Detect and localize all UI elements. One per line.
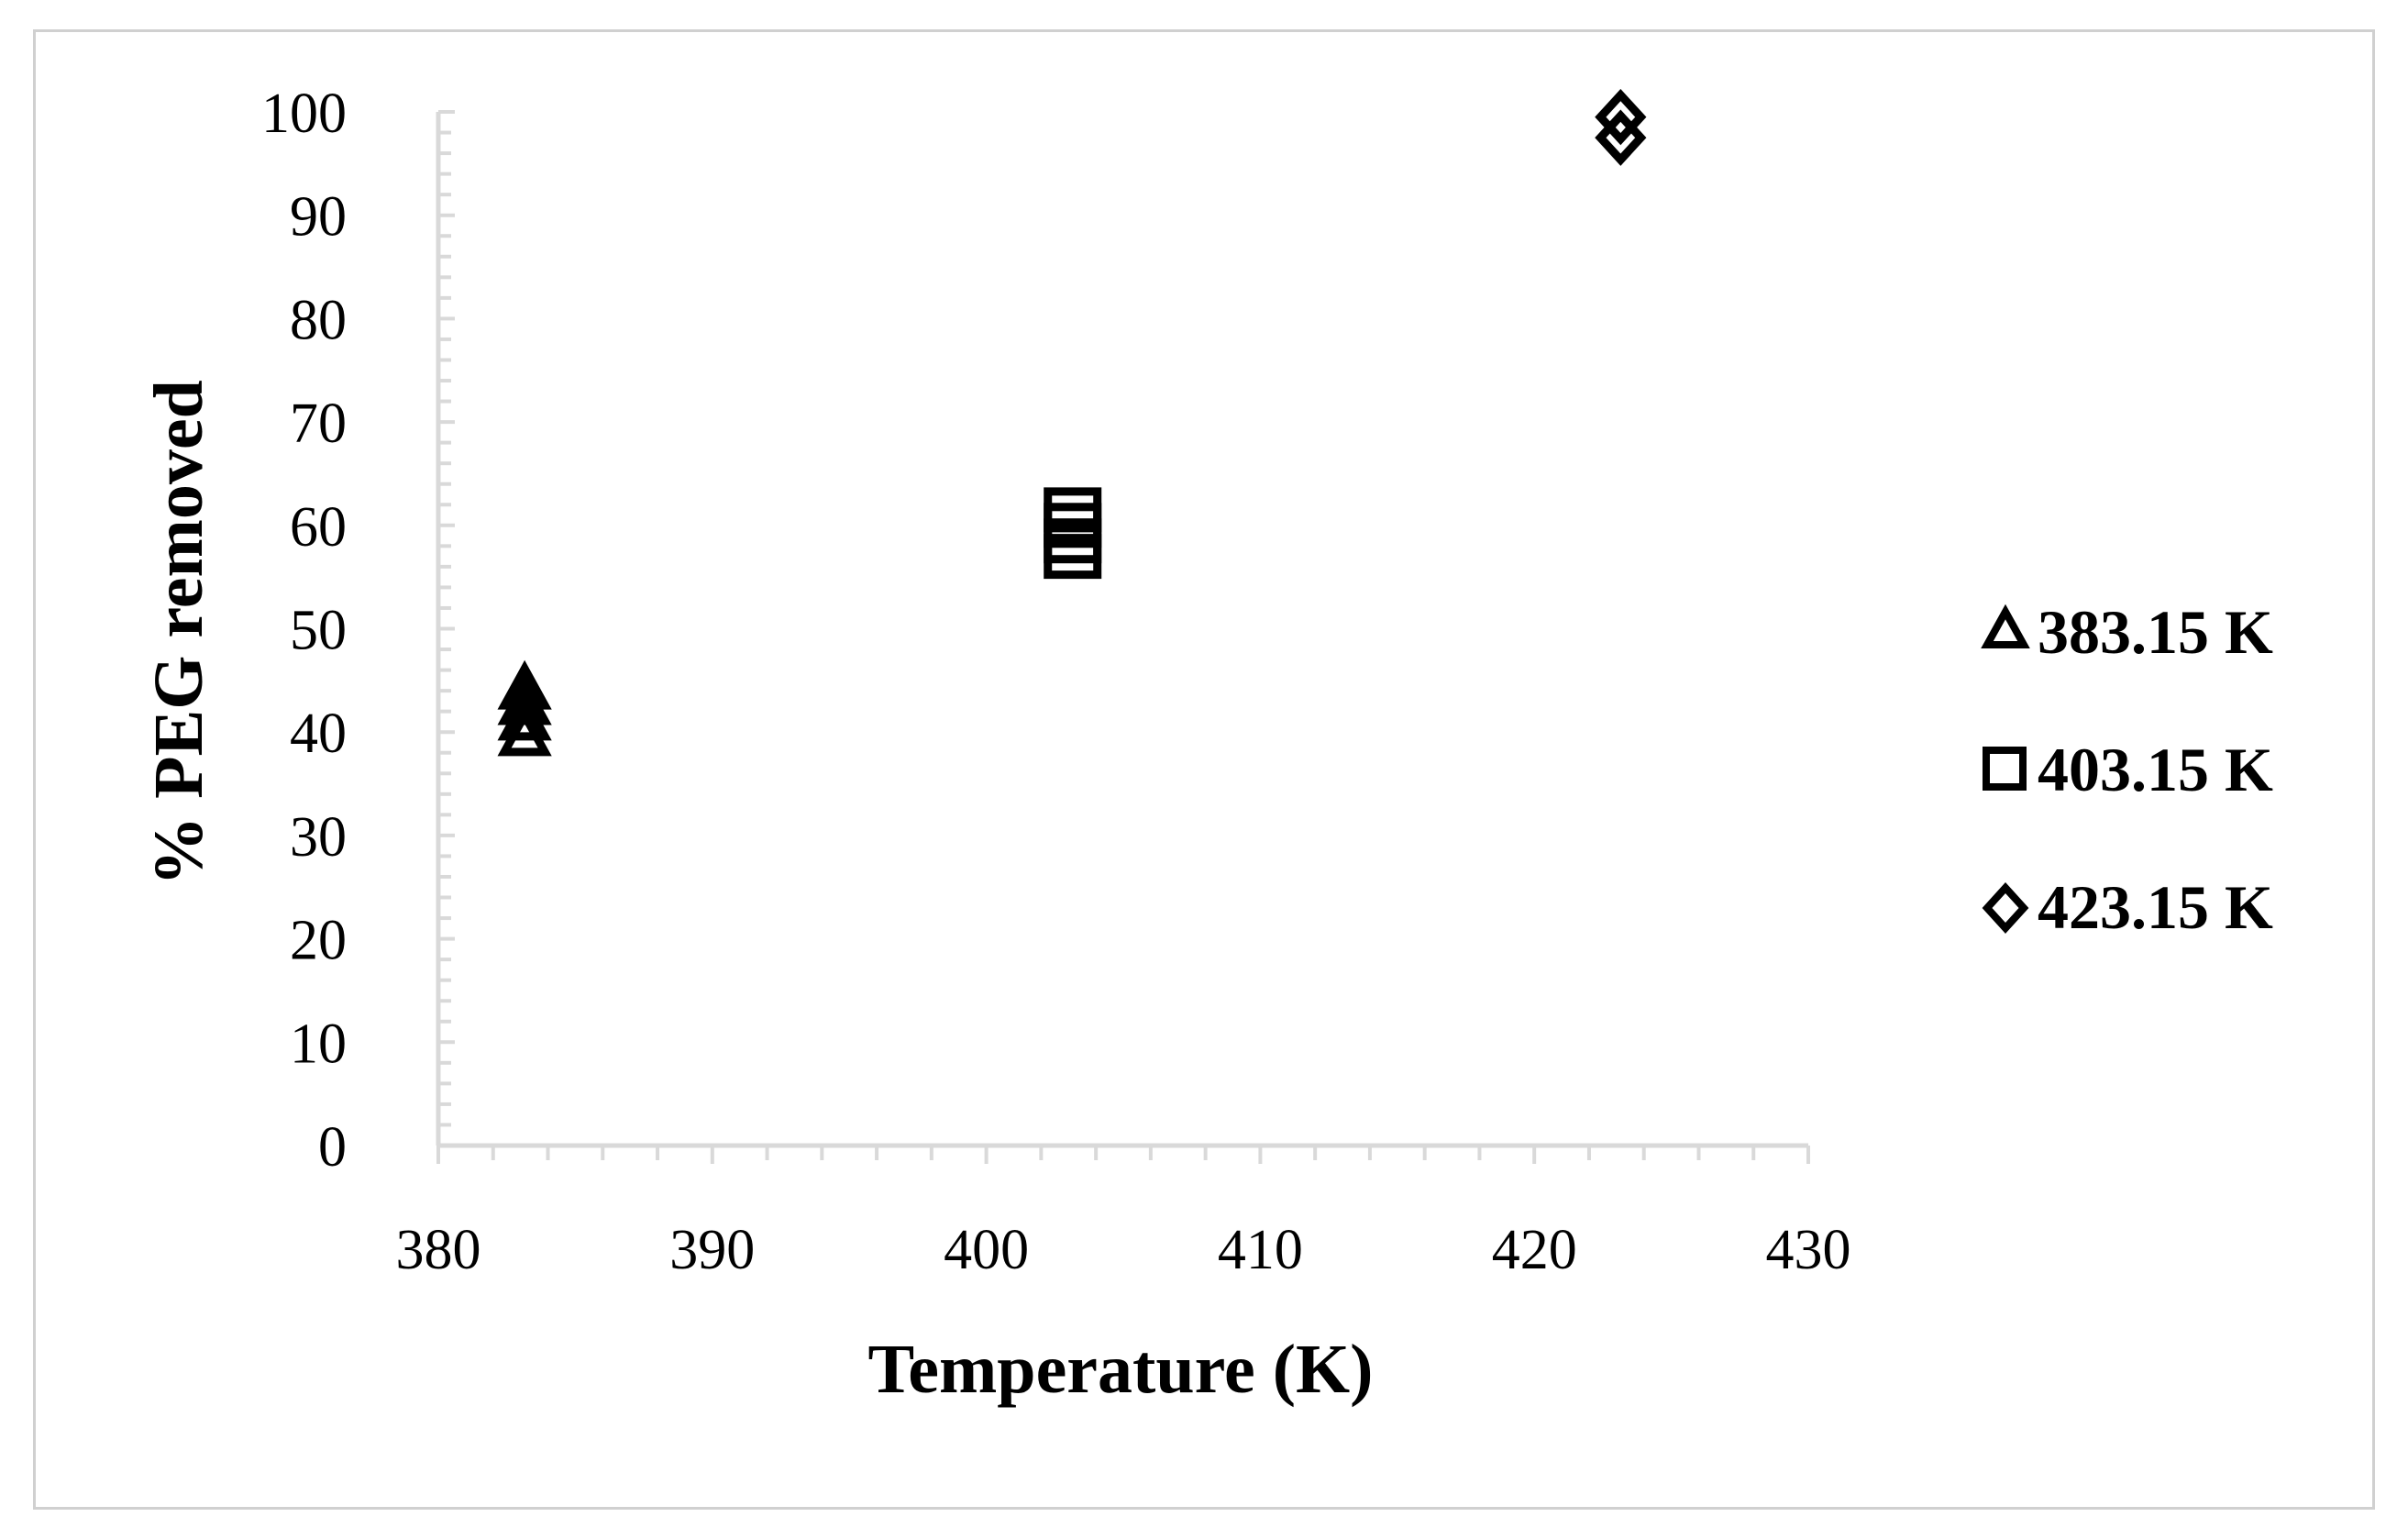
legend-label: 403.15 K [2038, 735, 2273, 804]
legend-item-403: 403.15 K [1983, 735, 2273, 804]
square-marker [1044, 487, 1102, 533]
y-tick-label: 30 [290, 806, 347, 869]
legend-item-383: 383.15 K [1981, 597, 2273, 667]
y-tick-label: 0 [318, 1116, 347, 1179]
y-tick-labels: 0 10 20 30 40 50 60 70 80 90 100 [261, 83, 347, 1179]
y-tick-label: 70 [290, 393, 347, 455]
y-axis-title: % PEG removed [140, 380, 217, 886]
x-tick-label: 400 [944, 1219, 1029, 1281]
axes [436, 110, 1810, 1164]
triangle-marker-icon [1981, 603, 2030, 648]
y-tick-label: 80 [290, 289, 347, 351]
x-tick-labels: 380 390 400 410 420 430 [396, 1219, 1851, 1281]
legend-item-423: 423.15 K [1982, 872, 2273, 942]
y-tick-label: 100 [261, 83, 347, 145]
y-tick-label: 90 [290, 186, 347, 249]
triangle-marker [497, 659, 552, 710]
legend-label: 383.15 K [2038, 597, 2273, 667]
x-tick-label: 420 [1492, 1219, 1577, 1281]
y-tick-label: 40 [290, 703, 347, 765]
y-tick-label: 10 [290, 1013, 347, 1075]
diamond-marker-icon [1982, 882, 2029, 934]
data-markers [497, 88, 1647, 757]
x-tick-label: 430 [1766, 1219, 1851, 1281]
x-axis-title: Temperature (K) [868, 1331, 1374, 1408]
x-tick-label: 410 [1218, 1219, 1303, 1281]
legend-label: 423.15 K [2038, 872, 2273, 942]
y-tick-label: 20 [290, 910, 347, 972]
x-tick-label: 380 [396, 1219, 481, 1281]
y-tick-label: 60 [290, 496, 347, 559]
legend: 383.15 K 403.15 K 423.15 K [1981, 597, 2273, 942]
square-marker-icon [1983, 747, 2027, 791]
diamond-marker [1595, 88, 1647, 146]
y-tick-label: 50 [290, 600, 347, 662]
x-tick-label: 390 [669, 1219, 755, 1281]
